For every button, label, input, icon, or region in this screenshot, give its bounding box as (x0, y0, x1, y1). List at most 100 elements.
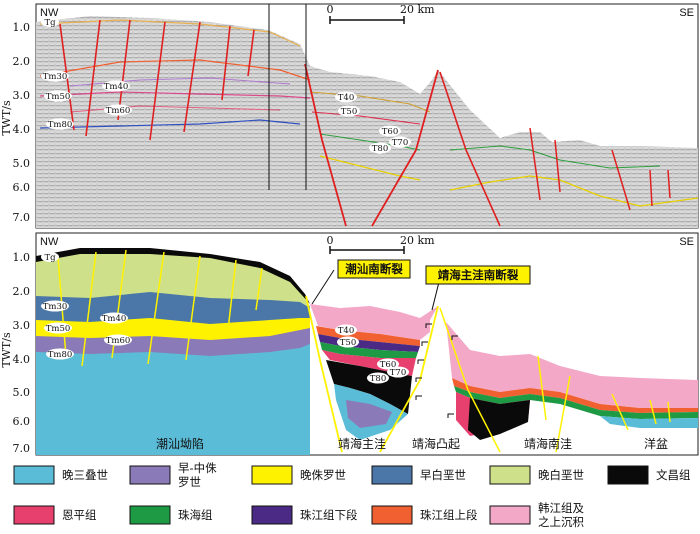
fault-line (255, 267, 263, 311)
horizon-label-tm80: Tm80 (48, 120, 73, 130)
legend-swatch (13, 465, 55, 485)
region-label-chaoshan-depression: 潮汕坳陷 (156, 436, 204, 451)
legend-label: 早白垩世 (420, 468, 466, 482)
horizon-southeast-green (449, 145, 661, 169)
direction-label-se: SE (679, 236, 694, 248)
horizon-label-t70: T70 (390, 368, 407, 378)
fault-line (537, 355, 547, 421)
fault-line (555, 375, 571, 453)
scale-bar-zero: 0 (327, 3, 334, 16)
fault-line (149, 21, 166, 141)
legend-item: 晚侏罗世 (251, 465, 346, 485)
unit-south-sag-blue (600, 416, 698, 428)
legend-label: 韩江组及 (538, 501, 584, 515)
unit-main-sag-jurassic (346, 400, 392, 428)
y-tick-label: 3.0 (13, 319, 31, 332)
legend-swatch (489, 465, 531, 485)
horizon-label-t80: T80 (370, 374, 387, 384)
horizon-label-tm80: Tm80 (48, 350, 73, 360)
scale-bar-end: 20 km (400, 234, 435, 247)
horizon-label-tm40: Tm40 (104, 82, 129, 92)
fault-line (439, 71, 501, 227)
fault-line (554, 139, 561, 193)
legend-label: 之上沉积 (538, 515, 584, 529)
unit-late-triassic (36, 342, 310, 455)
fault-line-chaoshan-south (305, 295, 343, 453)
horizon-label-t40: T40 (338, 326, 355, 336)
fault-line (185, 255, 201, 361)
scale-bar-zero: 0 (327, 234, 334, 247)
fault-line (649, 399, 657, 425)
interpreted-section-panel: 1.0 2.0 3.0 4.0 5.0 6.0 7.0 TWT/s NW SE … (0, 232, 699, 456)
y-axis-title: TWT/s (0, 100, 13, 136)
horizon-label-tm50: Tm50 (46, 324, 71, 334)
fault-callout-jinghai-label: 靖海主洼南断裂 (438, 268, 519, 282)
y-tick-label: 1.0 (13, 251, 31, 264)
legend-item: 晚三叠世 (13, 465, 108, 485)
horizon-tm30 (39, 59, 311, 81)
legend-swatch (371, 465, 413, 485)
horizon-label-t50: T50 (341, 107, 358, 117)
unit-hanjiang-and-above (310, 304, 445, 340)
region-label-jinghai-main-sag: 靖海主洼 (338, 436, 386, 451)
fault-line (117, 19, 131, 121)
fault-line-jinghai-main-sag-south (379, 305, 439, 453)
horizon-label-tm50: Tm50 (46, 92, 71, 102)
legend-item: 文昌组 (607, 465, 691, 485)
y-tick-label: 5.0 (13, 157, 31, 170)
legend-item: 珠江组上段 (371, 505, 478, 525)
fault-line-jinghai-main-sag-south (371, 69, 439, 227)
horizon-label-tm30: Tm30 (43, 72, 68, 82)
seismic-profile-panel: 1.0 2.0 3.0 4.0 5.0 6.0 7.0 TWT/s NW SE … (0, 3, 699, 229)
unit-wenchang-cap (36, 248, 310, 304)
y-axis-title: TWT/s (0, 332, 13, 368)
region-label-jinghai-south-sag: 靖海南洼 (524, 436, 572, 451)
fault-line-chaoshan-south (304, 63, 347, 227)
fault-callout-chaoshan: 潮汕南断裂 (311, 259, 411, 305)
y-tick-label: 5.0 (13, 386, 31, 399)
fault-line (439, 307, 501, 453)
fault-callout-jinghai: 靖海主洼南断裂 (425, 265, 531, 311)
scale-bar-end: 20 km (400, 3, 435, 16)
fault-line (247, 29, 255, 77)
horizon-label-t60: T60 (382, 127, 399, 137)
y-tick-label: 3.0 (13, 89, 31, 102)
horizon-labels: Tg Tm30 Tm40 Tm50 Tm60 Tm80 T40 T50 T60 … (41, 252, 409, 384)
legend-swatch (251, 465, 293, 485)
horizon-t80 (319, 155, 421, 181)
legend-swatch (607, 465, 649, 485)
y-tick-label: 7.0 (13, 211, 31, 224)
horizon-label-t60: T60 (380, 360, 397, 370)
horizon-t50 (311, 111, 421, 125)
unit-south-sag-hanjiang (446, 322, 698, 408)
uplift-tick-marks (415, 323, 458, 418)
fault-line (81, 251, 97, 367)
unit-zhuhai (320, 342, 418, 358)
legend-item: 晚白垩世 (489, 465, 584, 485)
unit-south-sag-wenchang (468, 398, 530, 440)
bottom-y-axis: 1.0 2.0 3.0 4.0 5.0 6.0 7.0 TWT/s (0, 251, 30, 455)
legend-swatch (489, 505, 531, 525)
legend-swatch (129, 505, 171, 525)
fault-line (183, 21, 201, 133)
y-tick-label: 4.0 (13, 353, 31, 366)
horizon-t40 (309, 91, 431, 113)
legend-label: 晚三叠世 (62, 468, 108, 482)
fault-line (221, 25, 231, 101)
seismic-data-area (36, 16, 698, 228)
fault-line (611, 149, 631, 211)
legend-swatch (371, 505, 413, 525)
direction-label-nw: NW (40, 7, 59, 19)
horizon-label-tm60: Tm60 (106, 106, 131, 116)
legend-item: 早白垩世 (371, 465, 466, 485)
legend-label: 珠江组下段 (300, 508, 358, 522)
horizon-label-tm30: Tm30 (43, 302, 68, 312)
legend-swatch (13, 505, 55, 525)
fault-line (611, 393, 629, 431)
region-label-jinghai-uplift: 靖海凸起 (412, 436, 460, 451)
horizon-tm50 (39, 91, 311, 99)
region-label-ocean-basin: 洋盆 (644, 436, 668, 451)
